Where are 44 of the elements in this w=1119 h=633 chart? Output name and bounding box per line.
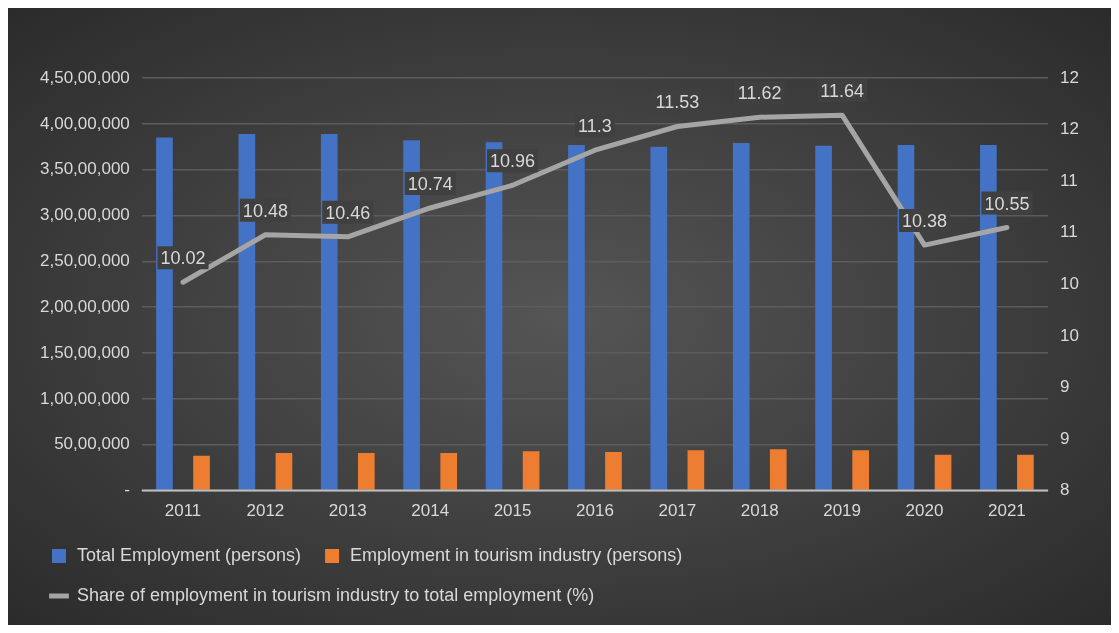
y-tick-label: 4,00,00,000: [39, 113, 130, 133]
data-label: 11.53: [655, 92, 700, 113]
y2-tick-label: 9: [1060, 377, 1070, 397]
x-tick-label: 2014: [411, 501, 450, 521]
data-label: 10.02: [160, 248, 206, 269]
y-tick-label: 3,00,00,000: [39, 205, 130, 225]
y-tick-label: 4,50,00,000: [39, 67, 130, 87]
x-tick-label: 2016: [576, 501, 614, 521]
y-tick-label: -: [124, 480, 130, 500]
data-label: 11.64: [820, 81, 864, 102]
y-tick-label: 1,50,00,000: [39, 342, 130, 362]
y2-tick-label: 10: [1060, 325, 1080, 345]
y2-tick-label: 8: [1060, 480, 1070, 500]
x-tick-label: 2017: [658, 501, 697, 521]
x-tick-label: 2021: [987, 501, 1026, 521]
x-tick-label: 2012: [246, 501, 285, 521]
y-tick-label: 1,00,00,000: [39, 388, 130, 408]
data-label: 10.46: [325, 202, 371, 223]
y2-tick-label: 12: [1060, 67, 1080, 87]
y2-tick-label: 9: [1060, 428, 1070, 448]
data-label: 10.38: [901, 211, 948, 232]
y2-tick-label: 10: [1060, 273, 1080, 293]
y-tick-label: 2,50,00,000: [39, 251, 130, 271]
x-tick-label: 2015: [493, 501, 532, 521]
y2-tick-label: 11: [1060, 170, 1078, 190]
data-label: 10.96: [490, 151, 536, 172]
y2-tick-label: 11: [1060, 222, 1078, 242]
x-tick-label: 2011: [164, 501, 202, 521]
legend-label: Employment in tourism industry (persons): [350, 544, 683, 565]
y-tick-label: 2,00,00,000: [39, 296, 130, 316]
data-label: 11.3: [578, 116, 612, 137]
data-label: 10.74: [407, 173, 453, 194]
data-label: 10.48: [242, 200, 288, 221]
x-tick-label: 2018: [740, 501, 779, 521]
x-tick-label: 2020: [905, 501, 944, 521]
data-label: 10.55: [984, 193, 1030, 214]
y2-tick-label: 12: [1060, 119, 1080, 139]
x-tick-label: 2013: [328, 501, 367, 521]
y-tick-label: 50,00,000: [54, 434, 130, 454]
legend-label: Share of employment in tourism industry to total employment (%): [77, 584, 595, 605]
legend-label: Total Employment (persons): [77, 544, 302, 565]
data-label: 11.62: [737, 83, 782, 104]
y-tick-label: 3,50,00,000: [39, 159, 130, 179]
x-tick-label: 2019: [823, 501, 862, 521]
